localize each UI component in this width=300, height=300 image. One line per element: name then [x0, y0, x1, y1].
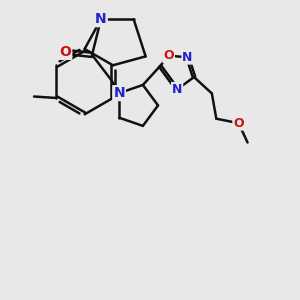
Text: N: N — [182, 51, 193, 64]
Text: O: O — [233, 117, 244, 130]
Text: N: N — [95, 12, 107, 26]
Text: O: O — [59, 45, 71, 59]
Text: N: N — [172, 83, 182, 96]
Text: N: N — [113, 86, 125, 100]
Text: O: O — [164, 49, 174, 62]
